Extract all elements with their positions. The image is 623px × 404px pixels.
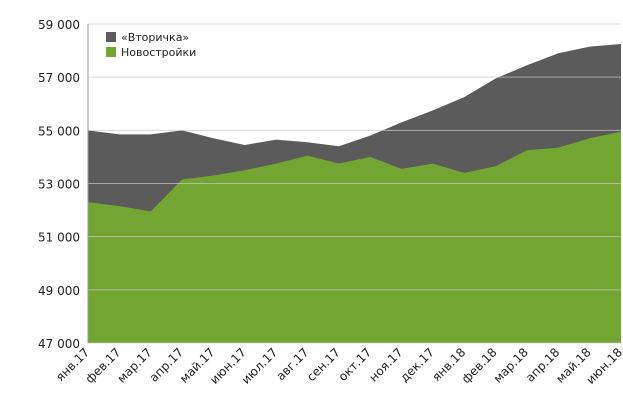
legend-label: Новостройки — [121, 46, 196, 59]
x-tick-label: авг.17 — [274, 345, 312, 383]
y-tick-label: 49 000 — [38, 284, 80, 298]
y-tick-label: 53 000 — [38, 178, 80, 192]
x-tick-label: окт.17 — [336, 345, 375, 384]
x-tick-label: мар.18 — [491, 345, 531, 385]
y-tick-label: 57 000 — [38, 71, 80, 85]
y-tick-label: 51 000 — [38, 231, 80, 245]
x-tick-label: мар.17 — [114, 345, 154, 385]
y-tick-label: 55 000 — [38, 124, 80, 138]
y-tick-label: 59 000 — [38, 18, 80, 32]
legend-swatch — [106, 32, 116, 42]
legend-swatch — [106, 47, 116, 57]
x-tick-label: сен.17 — [304, 345, 343, 384]
legend-label: «Вторичка» — [121, 31, 189, 44]
y-tick-label: 47 000 — [38, 337, 80, 351]
x-tick-label: дек.17 — [397, 345, 437, 385]
